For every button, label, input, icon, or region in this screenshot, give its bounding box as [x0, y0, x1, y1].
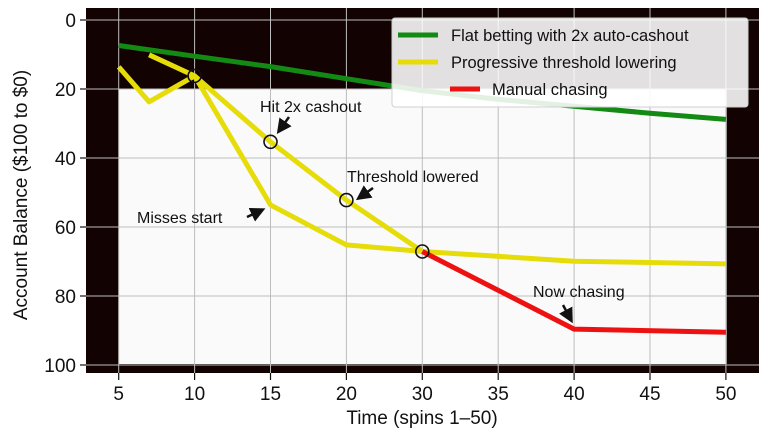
legend-label-manual-chasing: Manual chasing — [492, 81, 608, 99]
annotations: Hit 2x cashout Threshold lowered Misses … — [137, 99, 625, 324]
x-tick-label: 35 — [488, 384, 509, 405]
arrow-icon — [276, 116, 292, 135]
annotation-now-chasing: Now chasing — [533, 284, 625, 301]
series-line — [421, 249, 726, 335]
legend-box — [391, 17, 749, 108]
y-tick-label: 0 — [65, 11, 76, 32]
y-tick-label: 20 — [55, 80, 76, 101]
y-tick-label: 60 — [55, 218, 76, 239]
y-tick-label: 100 — [44, 356, 76, 377]
x-tick-label: 5 — [113, 384, 124, 405]
marker-circle — [414, 244, 430, 259]
x-tick-label: 10 — [184, 384, 205, 405]
x-axis-title: Time (spins 1–50) — [346, 408, 497, 429]
x-tick-label: 50 — [715, 384, 736, 405]
marker-circle — [187, 68, 202, 84]
y-tick-label: 40 — [55, 149, 76, 170]
y-axis-title: Account Balance ($100 to $0) — [11, 70, 32, 320]
y-tick-label: 80 — [55, 287, 76, 308]
arrow-icon — [559, 304, 573, 324]
axis-ticks: 5 10 15 20 30 35 40 45 50 0 20 40 60 80 100 — [44, 11, 736, 405]
arrow-icon — [246, 207, 266, 222]
annotation-threshold-lowered: Threshold lowered — [347, 169, 479, 186]
x-tick-label: 20 — [336, 384, 357, 405]
annotation-misses-start: Misses start — [137, 210, 223, 227]
series-line — [116, 65, 423, 254]
x-tick-label: 40 — [564, 384, 585, 405]
x-tick-label: 30 — [412, 384, 433, 405]
legend: Flat betting with 2x auto-cashout Progre… — [391, 17, 749, 108]
x-tick-label: 15 — [260, 384, 281, 405]
marker-circles — [187, 68, 430, 259]
arrow-icon — [355, 185, 374, 201]
legend-label-progressive: Progressive threshold lowering — [451, 54, 677, 72]
legend-label-flat-betting: Flat betting with 2x auto-cashout — [451, 27, 689, 45]
x-tick-label: 45 — [639, 384, 660, 405]
marker-circle — [339, 192, 354, 208]
annotation-hit-cashout: Hit 2x cashout — [260, 99, 362, 116]
marker-circle — [263, 134, 278, 150]
